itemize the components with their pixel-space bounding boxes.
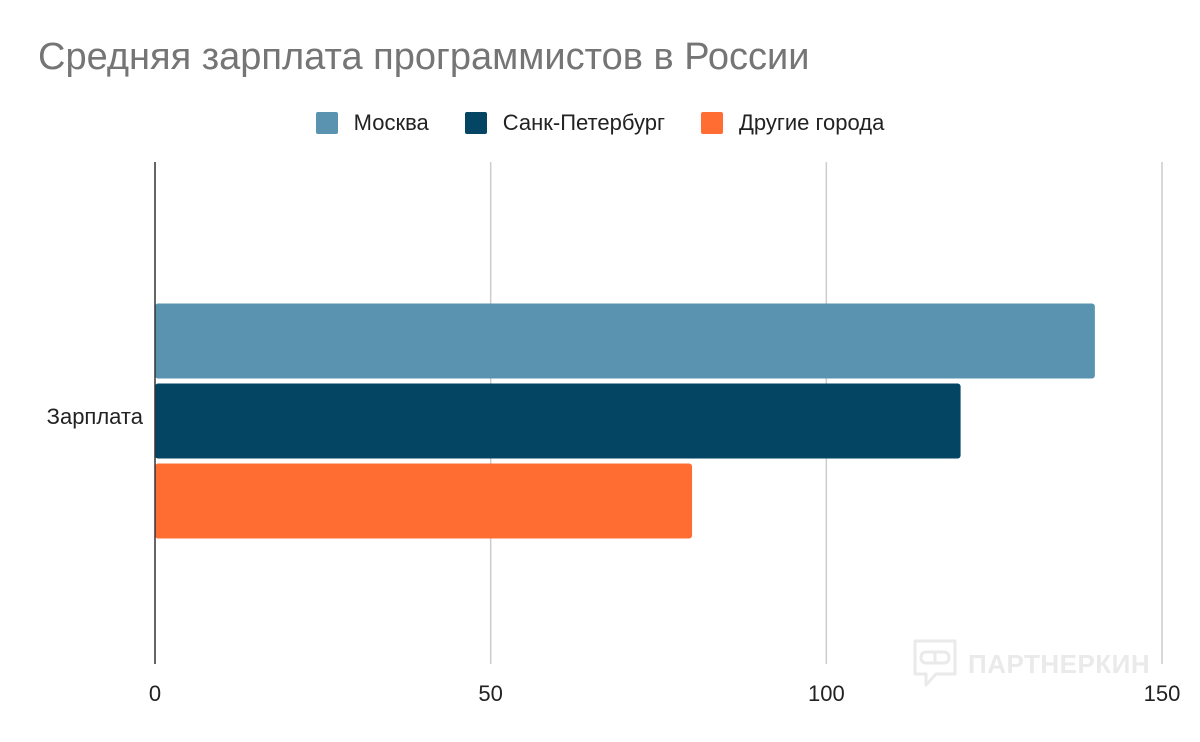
- bar-0: [155, 303, 1095, 379]
- chart-title: Средняя зарплата программистов в России: [38, 36, 810, 78]
- category-label-0: Зарплата: [47, 404, 144, 429]
- watermark: ПАРТНЕРКИН: [912, 638, 1150, 690]
- x-tick-label-0: 0: [149, 681, 161, 706]
- bar-1: [155, 383, 961, 459]
- legend-swatch-other: [700, 112, 723, 134]
- x-tick-label-50: 50: [478, 681, 502, 706]
- legend-swatch-spb: [464, 112, 487, 134]
- legend-item-spb: Санк-Петербург: [464, 110, 665, 136]
- watermark-text: ПАРТНЕРКИН: [968, 648, 1151, 679]
- legend-label-spb: Санк-Петербург: [502, 110, 665, 135]
- legend-item-moscow: Москва: [315, 110, 429, 136]
- chat-bubble-mask-icon: [913, 639, 957, 687]
- legend-swatch-moscow: [315, 112, 338, 134]
- legend-label-other: Другие города: [738, 110, 885, 135]
- x-tick-label-100: 100: [808, 681, 845, 706]
- legend-label-moscow: Москва: [353, 110, 429, 135]
- chart-legend: Москва Санк-Петербург Другие города: [0, 110, 1200, 136]
- bar-2: [155, 463, 693, 539]
- legend-item-other: Другие города: [700, 110, 885, 136]
- x-tick-label-150: 150: [1144, 681, 1181, 706]
